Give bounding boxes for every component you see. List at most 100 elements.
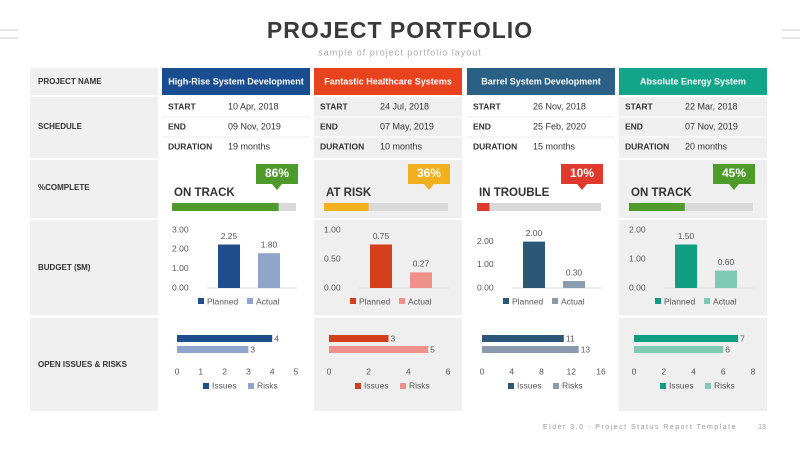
y-tick-label: 2.00 (629, 224, 646, 234)
schedule-value: 09 Nov, 2019 (228, 121, 281, 131)
cell (162, 318, 310, 411)
page-number: 13 (758, 424, 766, 431)
legend-swatch (655, 298, 661, 304)
bar (634, 346, 724, 353)
percent-label: 86% (265, 166, 289, 180)
value-label: 2.00 (526, 228, 543, 238)
y-tick-label: 3.00 (172, 224, 189, 234)
schedule-label: END (320, 121, 338, 131)
value-label: 6 (725, 344, 730, 354)
cell (314, 97, 462, 158)
bar (675, 244, 697, 288)
legend-swatch (355, 383, 361, 389)
cell (162, 97, 310, 158)
legend-label: Actual (256, 296, 280, 306)
value-label: 0.27 (413, 259, 430, 269)
value-label: 1.50 (678, 231, 695, 241)
cell (467, 97, 615, 158)
y-tick-label: 1.00 (477, 259, 494, 269)
status: IN TROUBLE (479, 187, 550, 199)
row-label: OPEN ISSUES & RISKS (38, 360, 128, 369)
callout-pointer (577, 184, 587, 190)
schedule-value: 07 Nov, 2019 (685, 121, 738, 131)
legend-swatch (552, 298, 558, 304)
status: ON TRACK (631, 187, 692, 199)
bar (177, 346, 249, 353)
schedule-label: START (625, 101, 654, 111)
legend-swatch (198, 298, 204, 304)
row-label: BUDGET ($M) (38, 263, 91, 272)
legend-swatch (704, 298, 710, 304)
row-label: SCHEDULE (38, 122, 83, 131)
legend-label: Actual (713, 296, 737, 306)
status: ON TRACK (174, 187, 235, 199)
bar (482, 335, 564, 342)
bar (258, 253, 280, 288)
value-label: 0.30 (566, 267, 583, 277)
project-name: Fantastic Healthcare Systems (324, 76, 452, 86)
y-tick-label: 0.00 (324, 282, 341, 292)
project-header (314, 68, 462, 95)
bar (482, 346, 579, 353)
bar (218, 244, 240, 288)
value-label: 0.75 (373, 231, 390, 241)
y-tick-label: 1.00 (172, 263, 189, 273)
schedule-value: 26 Nov, 2018 (533, 101, 586, 111)
value-label: 11 (566, 333, 575, 343)
cell (314, 318, 462, 411)
project-name: Barrel System Development (481, 76, 601, 86)
schedule-value: 22 Mar, 2018 (685, 101, 738, 111)
schedule-label: DURATION (473, 141, 517, 151)
y-tick-label: 0.50 (324, 253, 341, 263)
bar (715, 270, 737, 288)
progress-track (629, 203, 753, 211)
x-tick-label: 2 (366, 366, 371, 376)
x-tick-label: 3 (246, 366, 251, 376)
schedule-label: START (168, 101, 197, 111)
legend-label: Planned (207, 296, 238, 306)
schedule-value: 20 months (685, 141, 728, 151)
value-label: 1.80 (261, 239, 278, 249)
bar (410, 272, 432, 288)
y-tick-label: 0.00 (629, 282, 646, 292)
x-tick-label: 12 (567, 366, 577, 376)
status: AT RISK (326, 187, 372, 199)
legend-label: Planned (512, 296, 543, 306)
x-tick-label: 4 (691, 366, 696, 376)
progress-bar (629, 203, 685, 211)
schedule-label: START (473, 101, 502, 111)
value-label: 7 (740, 333, 745, 343)
label-cell (30, 220, 158, 315)
progress-bar (172, 203, 279, 211)
row-label: PROJECT NAME (38, 77, 102, 86)
callout-pointer (424, 184, 434, 190)
project-header (619, 68, 767, 95)
project-header (162, 68, 310, 95)
x-tick-label: 4 (406, 366, 411, 376)
legend-swatch (553, 383, 559, 389)
legend-swatch (399, 298, 405, 304)
progress-bar (324, 203, 369, 211)
y-tick-label: 2.00 (477, 236, 494, 246)
y-tick-label: 1.00 (324, 224, 341, 234)
x-tick-label: 1 (198, 366, 203, 376)
project-name: High-Rise System Development (168, 76, 304, 86)
schedule-label: END (168, 121, 186, 131)
x-tick-label: 8 (539, 366, 544, 376)
percent-label: 36% (417, 166, 441, 180)
x-tick-label: 6 (446, 366, 451, 376)
progress-track (477, 203, 601, 211)
callout-pointer (272, 184, 282, 190)
schedule-label: DURATION (320, 141, 364, 151)
schedule-value: 07 May, 2019 (380, 121, 434, 131)
x-tick-label: 8 (751, 366, 756, 376)
x-tick-label: 5 (294, 366, 299, 376)
schedule-label: DURATION (168, 141, 212, 151)
callout (408, 164, 450, 184)
legend-swatch (350, 298, 356, 304)
project-name: Absolute Energy System (640, 76, 746, 86)
legend-label: Planned (664, 296, 695, 306)
bar (563, 281, 585, 288)
legend-label: Planned (359, 296, 390, 306)
